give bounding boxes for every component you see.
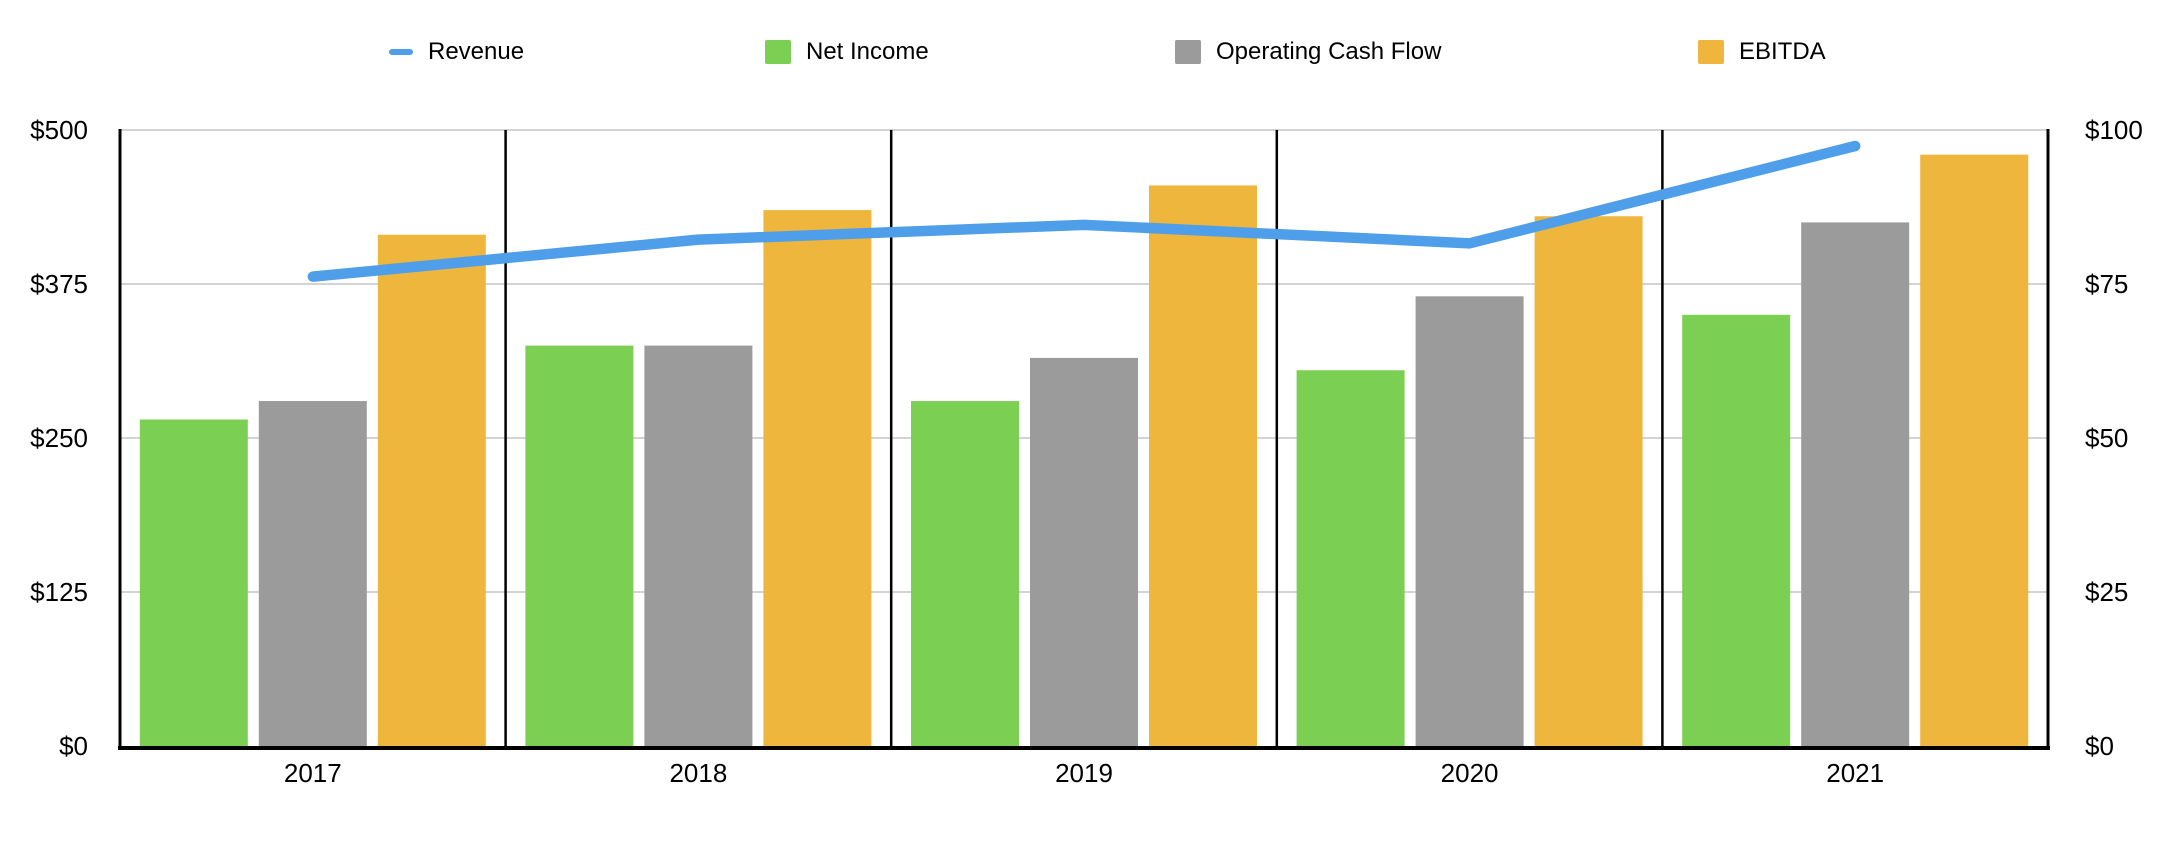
y-axis-left-tick-label: $125 xyxy=(30,577,88,607)
bar-operating-cash-flow-2019[interactable] xyxy=(1030,357,1138,746)
legend-label-net-income: Net Income xyxy=(806,38,929,65)
y-axis-right-tick-label: $25 xyxy=(2085,577,2128,607)
bar-ebitda-2019[interactable] xyxy=(1149,185,1257,746)
y-axis-left-tick-label: $375 xyxy=(30,269,88,299)
bar-operating-cash-flow-2021[interactable] xyxy=(1801,222,1910,746)
revenue-line[interactable] xyxy=(307,140,1861,282)
bar-net-income-2019[interactable] xyxy=(911,401,1019,746)
bar-net-income-2020[interactable] xyxy=(1296,370,1405,746)
y-axis-left-tick-label: $250 xyxy=(30,423,88,453)
x-axis-category-label: 2021 xyxy=(1826,758,1884,788)
legend-item-net-income[interactable]: Net Income xyxy=(765,38,929,66)
bar-net-income-2021[interactable] xyxy=(1682,314,1791,746)
legend-item-ebitda[interactable]: EBITDA xyxy=(1698,38,1826,66)
y-axis-right-tick-label: $50 xyxy=(2085,423,2128,453)
revenue-line-swatch-icon xyxy=(389,49,413,55)
x-axis-category-label: 2019 xyxy=(1055,758,1113,788)
bar-ebitda-2021[interactable] xyxy=(1920,154,2029,746)
bar-operating-cash-flow-2017[interactable] xyxy=(258,401,367,746)
operating-cash-flow-swatch-icon xyxy=(1175,40,1201,64)
bar-operating-cash-flow-2020[interactable] xyxy=(1415,296,1524,746)
y-axis-right-tick-label: $75 xyxy=(2085,269,2128,299)
legend-label-ebitda: EBITDA xyxy=(1739,38,1826,65)
legend-label-revenue: Revenue xyxy=(428,38,525,65)
legend-item-revenue[interactable]: Revenue xyxy=(389,38,524,66)
x-axis-category-label: 2018 xyxy=(669,758,727,788)
bar-ebitda-2017[interactable] xyxy=(377,234,486,746)
x-axis-category-label: 2017 xyxy=(284,758,342,788)
bar-ebitda-2018[interactable] xyxy=(763,210,872,746)
bar-net-income-2018[interactable] xyxy=(525,345,634,746)
bar-ebitda-2020[interactable] xyxy=(1534,216,1643,747)
x-axis-category-label: 2020 xyxy=(1441,758,1499,788)
y-axis-right-tick-label: $100 xyxy=(2085,115,2143,145)
legend-label-operating-cash-flow: Operating Cash Flow xyxy=(1216,38,1442,65)
y-axis-left-tick-label: $0 xyxy=(59,731,88,761)
net-income-swatch-icon xyxy=(765,40,791,64)
legend-item-operating-cash-flow[interactable]: Operating Cash Flow xyxy=(1175,38,1441,66)
y-axis-right-tick-label: $0 xyxy=(2085,731,2114,761)
ebitda-swatch-icon xyxy=(1698,40,1724,64)
bar-operating-cash-flow-2018[interactable] xyxy=(644,345,753,746)
y-axis-left-tick-label: $500 xyxy=(30,115,88,145)
bar-net-income-2017[interactable] xyxy=(139,419,248,746)
